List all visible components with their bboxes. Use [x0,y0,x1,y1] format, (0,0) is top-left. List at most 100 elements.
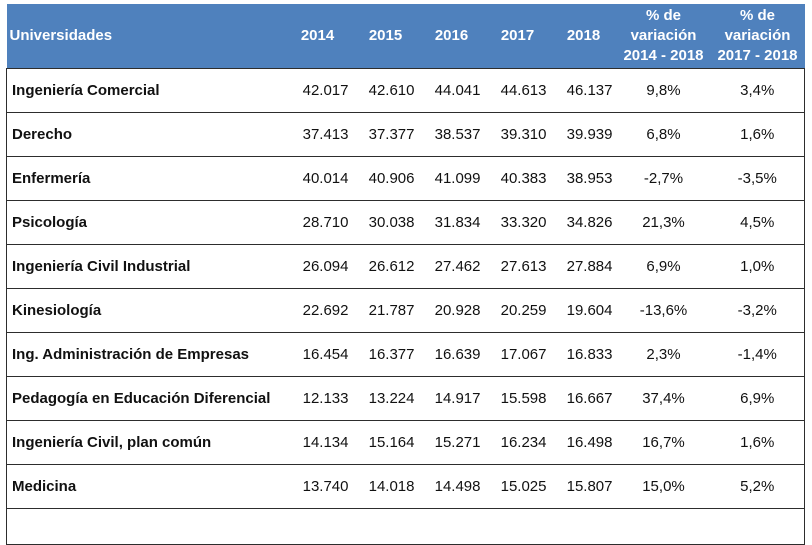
header-2015: 2015 [352,4,419,69]
value-2015: 42.610 [352,68,419,113]
header-variation-2014-2018: % de variación 2014 - 2018 [616,4,711,69]
career-name: Ingeniería Comercial [6,68,283,113]
variation-2014-2018: 21,3% [616,200,711,245]
variation-2014-2018: 9,8% [616,68,711,113]
empty-cell [710,508,805,545]
value-2014: 37.413 [282,112,353,157]
value-2018: 16.498 [550,420,617,465]
variation-2014-2018: -2,7% [616,156,711,201]
value-2016: 20.928 [418,288,485,333]
empty-cell [282,508,353,545]
header-variation-2017-2018: % de variación 2017 - 2018 [710,4,805,69]
value-2016: 31.834 [418,200,485,245]
value-2018: 34.826 [550,200,617,245]
value-2016: 38.537 [418,112,485,157]
header-2018: 2018 [550,4,617,69]
header-2016: 2016 [418,4,485,69]
career-name: Medicina [6,464,283,509]
value-2017: 20.259 [484,288,551,333]
empty-cell [484,508,551,545]
value-2018: 39.939 [550,112,617,157]
value-2017: 44.613 [484,68,551,113]
career-name: Ing. Administración de Empresas [6,332,283,377]
header-variation-2014-2018-line2: variación [630,27,697,44]
value-2017: 39.310 [484,112,551,157]
table-body: Ingeniería Comercial 42.017 42.610 44.04… [6,68,805,545]
value-2018: 19.604 [550,288,617,333]
value-2014: 12.133 [282,376,353,421]
header-variation-2014-2018-line3: 2014 - 2018 [623,47,704,64]
variation-2017-2018: 4,5% [710,200,805,245]
table-row: Ingeniería Civil, plan común 14.134 15.1… [6,420,805,465]
value-2015: 13.224 [352,376,419,421]
value-2017: 17.067 [484,332,551,377]
variation-2014-2018: 2,3% [616,332,711,377]
empty-row [6,508,805,545]
variation-2014-2018: 15,0% [616,464,711,509]
value-2014: 42.017 [282,68,353,113]
header-universidades: Universidades [6,4,283,69]
empty-cell [6,508,283,545]
table-row: Enfermería 40.014 40.906 41.099 40.383 3… [6,156,805,201]
career-name: Psicología [6,200,283,245]
career-name: Enfermería [6,156,283,201]
header-row: Universidades 2014 2015 2016 2017 2018 %… [6,4,805,69]
value-2016: 44.041 [418,68,485,113]
enrollment-table: Universidades 2014 2015 2016 2017 2018 %… [6,4,805,545]
empty-cell [550,508,617,545]
table-row: Pedagogía en Educación Diferencial 12.13… [6,376,805,421]
career-name: Derecho [6,112,283,157]
value-2016: 14.917 [418,376,485,421]
value-2018: 16.667 [550,376,617,421]
table-container: Universidades 2014 2015 2016 2017 2018 %… [6,4,805,545]
table-row: Ing. Administración de Empresas 16.454 1… [6,332,805,377]
value-2018: 16.833 [550,332,617,377]
value-2016: 27.462 [418,244,485,289]
empty-cell [418,508,485,545]
table-row: Psicología 28.710 30.038 31.834 33.320 3… [6,200,805,245]
header-variation-2017-2018-line2: variación [724,27,791,44]
value-2016: 14.498 [418,464,485,509]
value-2017: 16.234 [484,420,551,465]
value-2015: 37.377 [352,112,419,157]
value-2017: 27.613 [484,244,551,289]
career-name: Ingeniería Civil, plan común [6,420,283,465]
empty-cell [352,508,419,545]
variation-2017-2018: 1,6% [710,420,805,465]
variation-2017-2018: 5,2% [710,464,805,509]
table-row: Derecho 37.413 37.377 38.537 39.310 39.9… [6,112,805,157]
value-2015: 21.787 [352,288,419,333]
table-row: Ingeniería Comercial 42.017 42.610 44.04… [6,68,805,113]
variation-2014-2018: -13,6% [616,288,711,333]
variation-2014-2018: 6,9% [616,244,711,289]
value-2015: 15.164 [352,420,419,465]
variation-2014-2018: 6,8% [616,112,711,157]
header-variation-2017-2018-line3: 2017 - 2018 [717,47,798,64]
table-row: Medicina 13.740 14.018 14.498 15.025 15.… [6,464,805,509]
value-2017: 40.383 [484,156,551,201]
value-2015: 40.906 [352,156,419,201]
value-2016: 16.639 [418,332,485,377]
value-2014: 40.014 [282,156,353,201]
variation-2014-2018: 37,4% [616,376,711,421]
value-2015: 30.038 [352,200,419,245]
value-2018: 27.884 [550,244,617,289]
career-name: Pedagogía en Educación Diferencial [6,376,283,421]
value-2015: 14.018 [352,464,419,509]
empty-cell [616,508,711,545]
value-2015: 16.377 [352,332,419,377]
value-2014: 22.692 [282,288,353,333]
value-2015: 26.612 [352,244,419,289]
value-2017: 15.598 [484,376,551,421]
table-row: Ingeniería Civil Industrial 26.094 26.61… [6,244,805,289]
variation-2017-2018: -3,2% [710,288,805,333]
value-2014: 13.740 [282,464,353,509]
value-2018: 15.807 [550,464,617,509]
variation-2017-2018: -1,4% [710,332,805,377]
header-variation-2014-2018-line1: % de [645,7,681,24]
header-2014: 2014 [282,4,353,69]
header-variation-2017-2018-line1: % de [739,7,775,24]
career-name: Ingeniería Civil Industrial [6,244,283,289]
career-name: Kinesiología [6,288,283,333]
variation-2017-2018: 1,6% [710,112,805,157]
